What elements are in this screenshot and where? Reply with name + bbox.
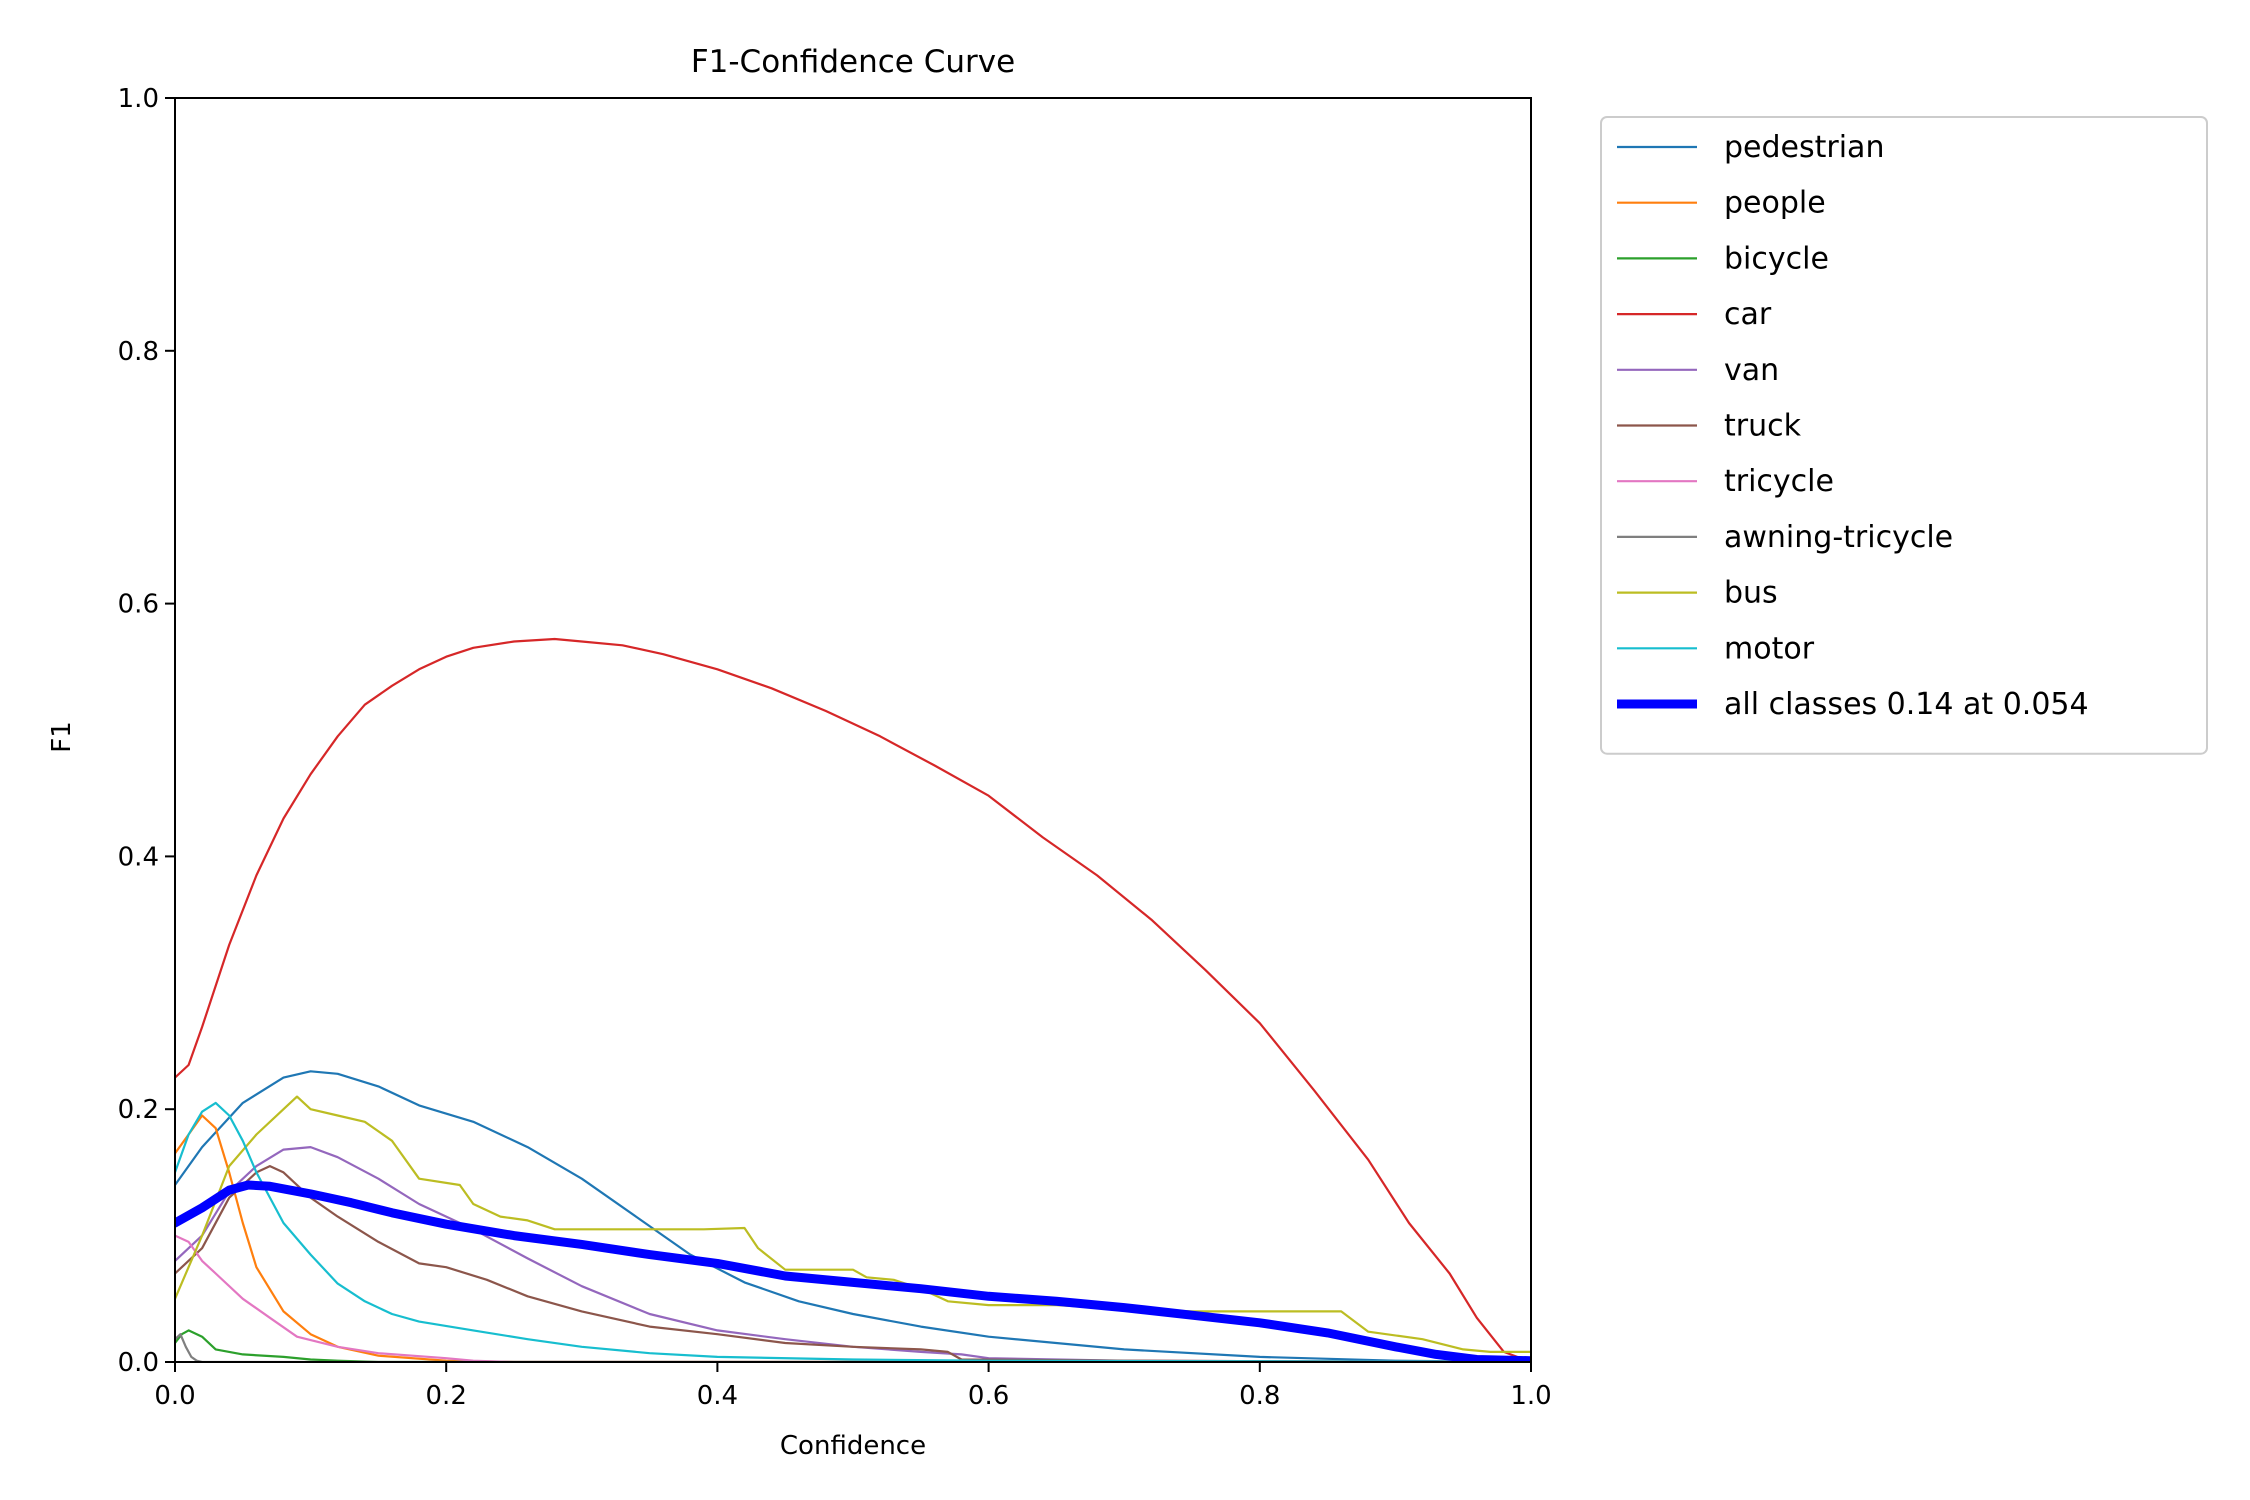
legend-box: [1600, 116, 2208, 755]
axis-ticks: 0.0 0.2 0.4 0.6 0.8 1.0 0.0 0.2 0.4 0.6 0.8 1.0: [118, 84, 1552, 1411]
x-tick-label: 1.0: [1510, 1381, 1551, 1411]
legend-label: pedestrian: [1724, 130, 1884, 165]
legend-label: awning-tricycle: [1724, 520, 1953, 555]
series-line-truck: [175, 1164, 1531, 1362]
series-line-awning-tricycle: [175, 1333, 1531, 1362]
legend-label: bicycle: [1724, 241, 1829, 276]
x-tick-label: 0.6: [968, 1381, 1009, 1411]
legend-label: bus: [1724, 576, 1778, 611]
legend-label: truck: [1724, 409, 1802, 444]
legend-label: car: [1724, 297, 1772, 332]
series-line-tricycle: [175, 1234, 1531, 1362]
series-line-van: [175, 1145, 1531, 1362]
y-tick-label: 1.0: [118, 84, 159, 114]
y-tick-label: 0.0: [118, 1348, 159, 1378]
series-line-bus: [175, 1095, 1531, 1354]
legend-label: all classes 0.14 at 0.054: [1724, 687, 2089, 722]
x-tick-label: 0.4: [697, 1381, 738, 1411]
series-line-people: [175, 1114, 1531, 1362]
x-tick-label: 0.0: [154, 1381, 195, 1411]
legend-label: van: [1724, 353, 1779, 388]
series-line-all-classes-0-14-at-0-054: [175, 1180, 1531, 1362]
series-line-motor: [175, 1101, 1531, 1362]
legend-label: motor: [1724, 631, 1815, 666]
y-tick-label: 0.6: [118, 590, 159, 620]
series-line-pedestrian: [175, 1070, 1531, 1362]
legend-label: people: [1724, 186, 1826, 221]
chart-title: F1-Confidence Curve: [691, 44, 1015, 80]
y-axis-label: F1: [47, 721, 77, 753]
series-line-car: [175, 637, 1531, 1362]
y-tick-label: 0.8: [118, 337, 159, 367]
y-tick-label: 0.4: [118, 842, 159, 872]
x-tick-label: 0.8: [1239, 1381, 1280, 1411]
y-tick-label: 0.2: [118, 1095, 159, 1125]
x-axis-label: Confidence: [780, 1431, 926, 1461]
x-tick-label: 0.2: [426, 1381, 467, 1411]
legend-label: tricycle: [1724, 464, 1834, 499]
series-layer: [175, 637, 1531, 1362]
plot-area-frame: [174, 97, 1532, 1363]
legend: pedestrian people bicycle car van truck tricyc…: [1600, 116, 2208, 755]
